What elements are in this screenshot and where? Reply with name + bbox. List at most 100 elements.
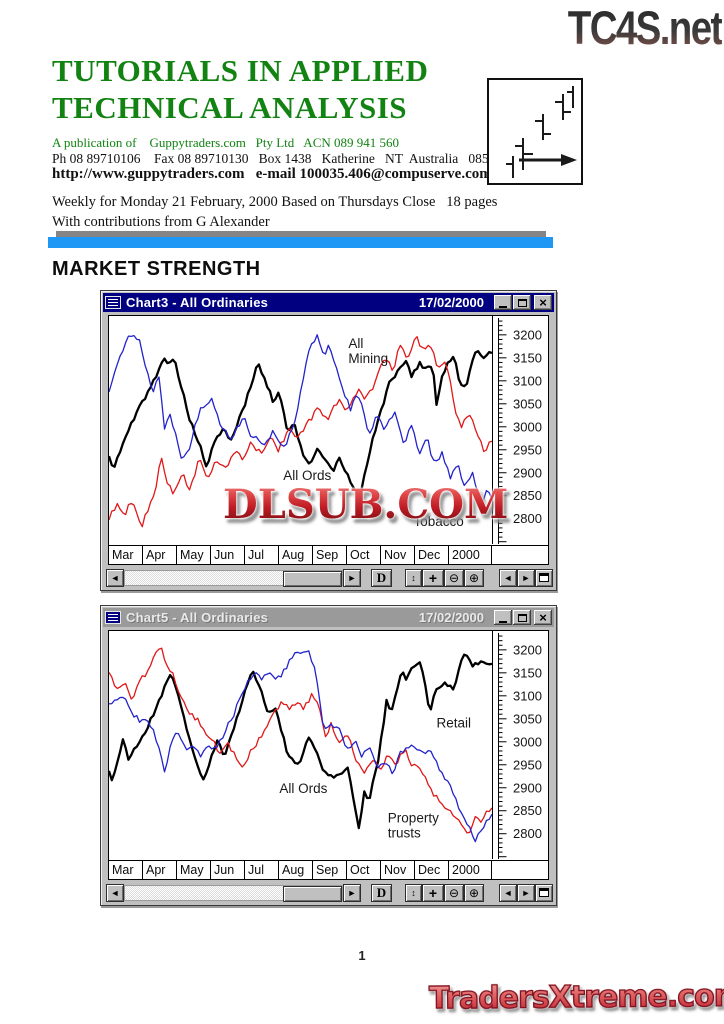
minimize-button[interactable]: [494, 610, 512, 625]
svg-text:3100: 3100: [513, 373, 542, 388]
close-icon: ×: [539, 610, 547, 625]
minimize-icon: [499, 305, 507, 308]
svg-text:3200: 3200: [513, 327, 542, 342]
divider-blue-bar: [48, 237, 553, 248]
tile-window-icon: [539, 573, 549, 582]
maximize-button[interactable]: [513, 295, 531, 310]
chart5-plot-panel: 3200 3150 3100 3050 3000 2950 2900 2850 2800 Reta…: [108, 630, 549, 880]
contributions-line: With contributions from G Alexander: [52, 214, 270, 230]
vertical-scale-button[interactable]: ↕: [405, 568, 422, 587]
xaxis-tick-label: Nov: [381, 546, 415, 564]
chart3-titlebar[interactable]: Chart3 - All Ordinaries 17/02/2000 ×: [103, 293, 554, 312]
page-number: 1: [358, 948, 366, 963]
divider-shadow-bar: [56, 231, 546, 237]
newsletter-title: TUTORIALS IN APPLIED TECHNICAL ANALYSIS: [52, 52, 428, 126]
maximize-icon: [517, 298, 527, 307]
xaxis-tick-label: Sep: [313, 861, 347, 879]
xaxis-tick-label: Jul: [245, 546, 279, 564]
contact-line: Ph 08 89710106 Fax 08 89710130 Box 1438 …: [52, 151, 496, 166]
series-label: All Ords: [279, 781, 327, 796]
move-chart-button[interactable]: +: [422, 883, 444, 902]
horizontal-scrollbar[interactable]: [124, 569, 343, 587]
scrollbar-thumb[interactable]: [283, 570, 342, 587]
xaxis-filler: [492, 861, 548, 879]
close-button[interactable]: ×: [534, 610, 552, 625]
svg-text:3000: 3000: [513, 419, 542, 434]
xaxis-tick-label: Apr: [143, 861, 177, 879]
zoom-in-button[interactable]: ⊕: [464, 883, 484, 902]
tile-windows-button[interactable]: [535, 883, 553, 902]
xaxis-tick-label: May: [177, 861, 211, 879]
xaxis-tick-label: Jul: [245, 861, 279, 879]
publisher-logo-box: [487, 78, 583, 185]
daily-period-button[interactable]: D: [371, 883, 392, 902]
xaxis-tick-label: Dec: [415, 861, 449, 879]
chart5-titlebar[interactable]: Chart5 - All Ordinaries 17/02/2000 ×: [103, 608, 554, 627]
xaxis-tick-label: Nov: [381, 861, 415, 879]
svg-text:2900: 2900: [513, 780, 542, 795]
site-logo-tc4s: TC4S.net: [568, 1, 724, 54]
newsletter-title-line2: TECHNICAL ANALYSIS: [52, 90, 408, 125]
xaxis-tick-label: Oct: [347, 861, 381, 879]
zoom-in-button[interactable]: ⊕: [464, 568, 484, 587]
issue-line: Weekly for Monday 21 February, 2000 Base…: [52, 194, 498, 210]
xaxis-filler: [492, 546, 548, 564]
chart3-window-title: Chart3 - All Ordinaries: [126, 295, 269, 310]
series-label: Tobacco: [414, 514, 464, 529]
xaxis-tick-label: Mar: [109, 546, 143, 564]
newsletter-title-line1: TUTORIALS IN APPLIED: [52, 53, 429, 88]
scroll-right-button[interactable]: ►: [343, 883, 361, 902]
svg-text:2800: 2800: [513, 826, 542, 841]
chart5-toolbar: ◄ ► D ↕ + ⊖ ⊕ ◄ ►: [106, 882, 553, 903]
stepping-chart-logo-icon: [506, 86, 577, 178]
tile-windows-button[interactable]: [535, 568, 553, 587]
zoom-out-button[interactable]: ⊖: [444, 568, 464, 587]
chart5-xaxis: Mar Apr May Jun Jul Aug Sep Oct Nov Dec 2000: [109, 860, 548, 879]
xaxis-tick-label: Sep: [313, 546, 347, 564]
svg-text:2850: 2850: [513, 488, 542, 503]
minimize-button[interactable]: [494, 295, 512, 310]
svg-text:3000: 3000: [513, 734, 542, 749]
svg-text:2800: 2800: [513, 511, 542, 526]
page-right-button[interactable]: ►: [517, 568, 535, 587]
xaxis-tick-label: May: [177, 546, 211, 564]
page-left-button[interactable]: ◄: [499, 883, 517, 902]
chart3-window-date: 17/02/2000: [418, 295, 484, 310]
chart3-xaxis: Mar Apr May Jun Jul Aug Sep Oct Nov Dec 2000: [109, 545, 548, 564]
horizontal-scrollbar[interactable]: [124, 884, 343, 902]
chart5-plot: 3200 3150 3100 3050 3000 2950 2900 2850 2800 Reta…: [109, 631, 542, 859]
chart-window-icon[interactable]: [105, 611, 121, 624]
close-icon: ×: [539, 295, 547, 310]
page-right-button[interactable]: ►: [517, 883, 535, 902]
svg-text:3050: 3050: [513, 396, 542, 411]
tradersxtreme-watermark: TradersXtreme.com: [428, 978, 724, 1017]
chart3-window[interactable]: Chart3 - All Ordinaries 17/02/2000 × 320…: [100, 290, 557, 591]
chart5-window-title: Chart5 - All Ordinaries: [126, 610, 269, 625]
xaxis-tick-label: 2000: [449, 546, 492, 564]
series-label: Property: [388, 811, 439, 826]
close-button[interactable]: ×: [534, 295, 552, 310]
maximize-button[interactable]: [513, 610, 531, 625]
scroll-left-button[interactable]: ◄: [106, 568, 124, 587]
scroll-left-button[interactable]: ◄: [106, 883, 124, 902]
daily-period-button[interactable]: D: [371, 568, 392, 587]
scrollbar-thumb[interactable]: [283, 885, 342, 902]
xaxis-tick-label: Jun: [211, 546, 245, 564]
svg-text:2950: 2950: [513, 442, 542, 457]
chart5-window[interactable]: Chart5 - All Ordinaries 17/02/2000 × 320…: [100, 605, 557, 906]
move-chart-button[interactable]: +: [422, 568, 444, 587]
vertical-scale-button[interactable]: ↕: [405, 883, 422, 902]
xaxis-tick-label: Oct: [347, 546, 381, 564]
publication-line: A publication of Guppytraders.com Pty Lt…: [52, 135, 400, 150]
chart-window-icon[interactable]: [105, 296, 121, 309]
svg-text:3050: 3050: [513, 711, 542, 726]
page-left-button[interactable]: ◄: [499, 568, 517, 587]
xaxis-tick-label: Apr: [143, 546, 177, 564]
scroll-right-button[interactable]: ►: [343, 568, 361, 587]
svg-text:3150: 3150: [513, 665, 542, 680]
xaxis-tick-label: 2000: [449, 861, 492, 879]
series-label: Retail: [437, 716, 472, 731]
section-heading: MARKET STRENGTH: [52, 258, 261, 280]
zoom-out-button[interactable]: ⊖: [444, 883, 464, 902]
series-label: Mining: [348, 351, 388, 366]
